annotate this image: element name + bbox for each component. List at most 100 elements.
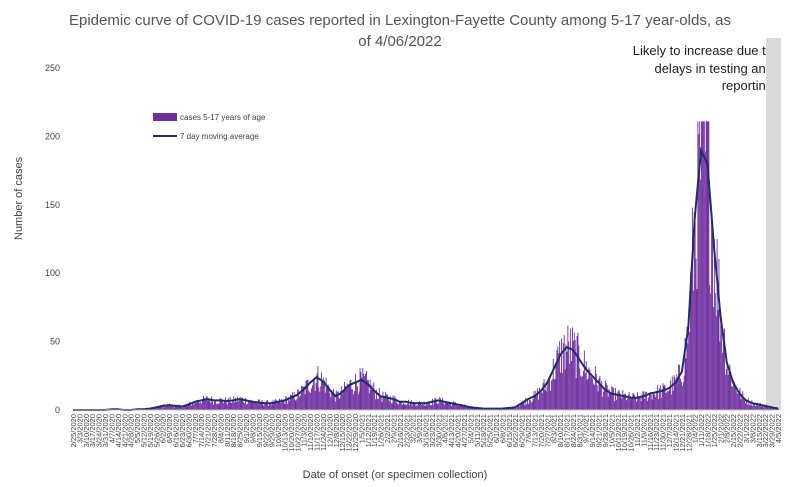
case-bar	[280, 398, 282, 410]
case-bar	[365, 371, 367, 410]
x-tick-label: 6/1/2021	[492, 414, 501, 443]
case-bar	[322, 377, 324, 410]
case-bar	[621, 398, 623, 410]
case-bar	[553, 379, 555, 410]
case-bar	[643, 391, 645, 410]
y-tick-label: 200	[45, 131, 60, 141]
case-bar	[698, 134, 700, 411]
case-bar	[636, 401, 637, 410]
case-bar	[547, 379, 549, 410]
case-bar	[525, 398, 527, 410]
case-bar	[558, 353, 560, 410]
case-bar	[242, 397, 244, 410]
case-bar	[622, 390, 624, 410]
case-bar	[198, 402, 200, 410]
case-bar	[409, 405, 410, 410]
x-tick-label: 11/17/2020	[313, 414, 322, 451]
case-bar	[765, 405, 767, 410]
case-bar	[446, 402, 448, 410]
case-bar	[196, 399, 198, 410]
case-bar	[607, 396, 609, 410]
case-bar	[382, 391, 384, 410]
x-tick-label: 9/21/2021	[595, 414, 604, 447]
y-tick-label: 150	[45, 200, 60, 210]
case-bar	[734, 386, 736, 410]
case-bar	[566, 351, 568, 410]
x-tick-label: 5/11/2021	[473, 414, 482, 447]
case-bar	[623, 394, 625, 410]
case-bar	[438, 402, 440, 410]
x-tick-label: 4/14/2020	[114, 414, 123, 447]
case-bar	[445, 400, 447, 410]
case-bar	[452, 402, 453, 410]
case-bar	[543, 378, 545, 410]
x-tick-label: 8/4/2020	[216, 414, 225, 443]
case-bar	[222, 401, 224, 410]
x-tick-label: 1/4/2022	[691, 414, 700, 443]
case-bar	[159, 406, 160, 410]
case-bar	[315, 382, 317, 410]
case-bar	[364, 376, 366, 410]
case-bar	[561, 373, 563, 410]
x-tick-label: 7/28/2020	[210, 414, 219, 447]
case-bar	[725, 368, 727, 410]
case-bar	[227, 397, 229, 410]
case-bar	[626, 398, 628, 410]
x-tick-label: 11/10/2020	[306, 414, 315, 451]
case-bar	[719, 341, 721, 410]
case-bar	[735, 391, 737, 410]
case-bar	[353, 394, 355, 410]
x-tick-label: 12/22/2020	[345, 414, 354, 452]
case-bar	[264, 403, 266, 410]
case-bar	[596, 385, 598, 410]
case-bar	[318, 387, 320, 410]
x-tick-label: 7/27/2021	[543, 414, 552, 447]
x-tick-label: 5/4/2021	[466, 414, 475, 443]
case-bar	[602, 396, 604, 410]
case-bar	[723, 328, 725, 410]
x-tick-label: 11/23/2021	[652, 414, 661, 451]
x-tick-label: 6/23/2020	[178, 414, 187, 447]
chart-title-line-1: Epidemic curve of COVID-19 cases reporte…	[69, 12, 731, 29]
case-bar	[273, 399, 275, 410]
case-bar	[274, 401, 276, 410]
x-tick-label: 10/20/2020	[287, 414, 296, 452]
case-bar	[518, 406, 520, 410]
case-bar	[335, 390, 337, 410]
case-bar	[440, 398, 442, 410]
case-bar	[571, 360, 572, 410]
case-bar	[711, 215, 713, 410]
case-bar	[469, 406, 471, 410]
case-bar	[541, 393, 543, 410]
case-bar	[504, 408, 506, 410]
x-tick-label: 3/2/2021	[409, 414, 418, 443]
x-tick-label: 3/10/2020	[82, 414, 91, 447]
case-bar	[615, 399, 617, 410]
case-bar	[768, 408, 770, 410]
case-bar	[673, 375, 675, 410]
x-tick-label: 12/14/2021	[671, 414, 680, 452]
case-bar	[173, 407, 175, 410]
case-bar	[243, 401, 245, 410]
case-bar	[561, 338, 562, 410]
case-bar	[404, 404, 406, 410]
x-tick-label: 3/22/2022	[761, 414, 770, 447]
case-bar	[176, 404, 178, 410]
case-bar	[363, 373, 365, 410]
x-tick-label: 3/3/2020	[75, 414, 84, 443]
case-bar	[638, 397, 640, 410]
case-bar	[235, 397, 236, 410]
case-bar	[304, 394, 306, 410]
x-tick-label: 7/20/2021	[537, 414, 546, 447]
case-bar	[712, 306, 714, 410]
case-bar	[669, 380, 671, 410]
case-bar	[401, 404, 403, 410]
case-bar	[581, 376, 583, 410]
x-tick-label: 10/13/2020	[281, 414, 290, 452]
case-bar	[370, 389, 372, 410]
case-bar	[240, 399, 242, 410]
case-bar	[345, 388, 347, 410]
case-bar	[574, 340, 576, 410]
case-bar	[619, 393, 621, 410]
case-bar	[391, 403, 393, 410]
